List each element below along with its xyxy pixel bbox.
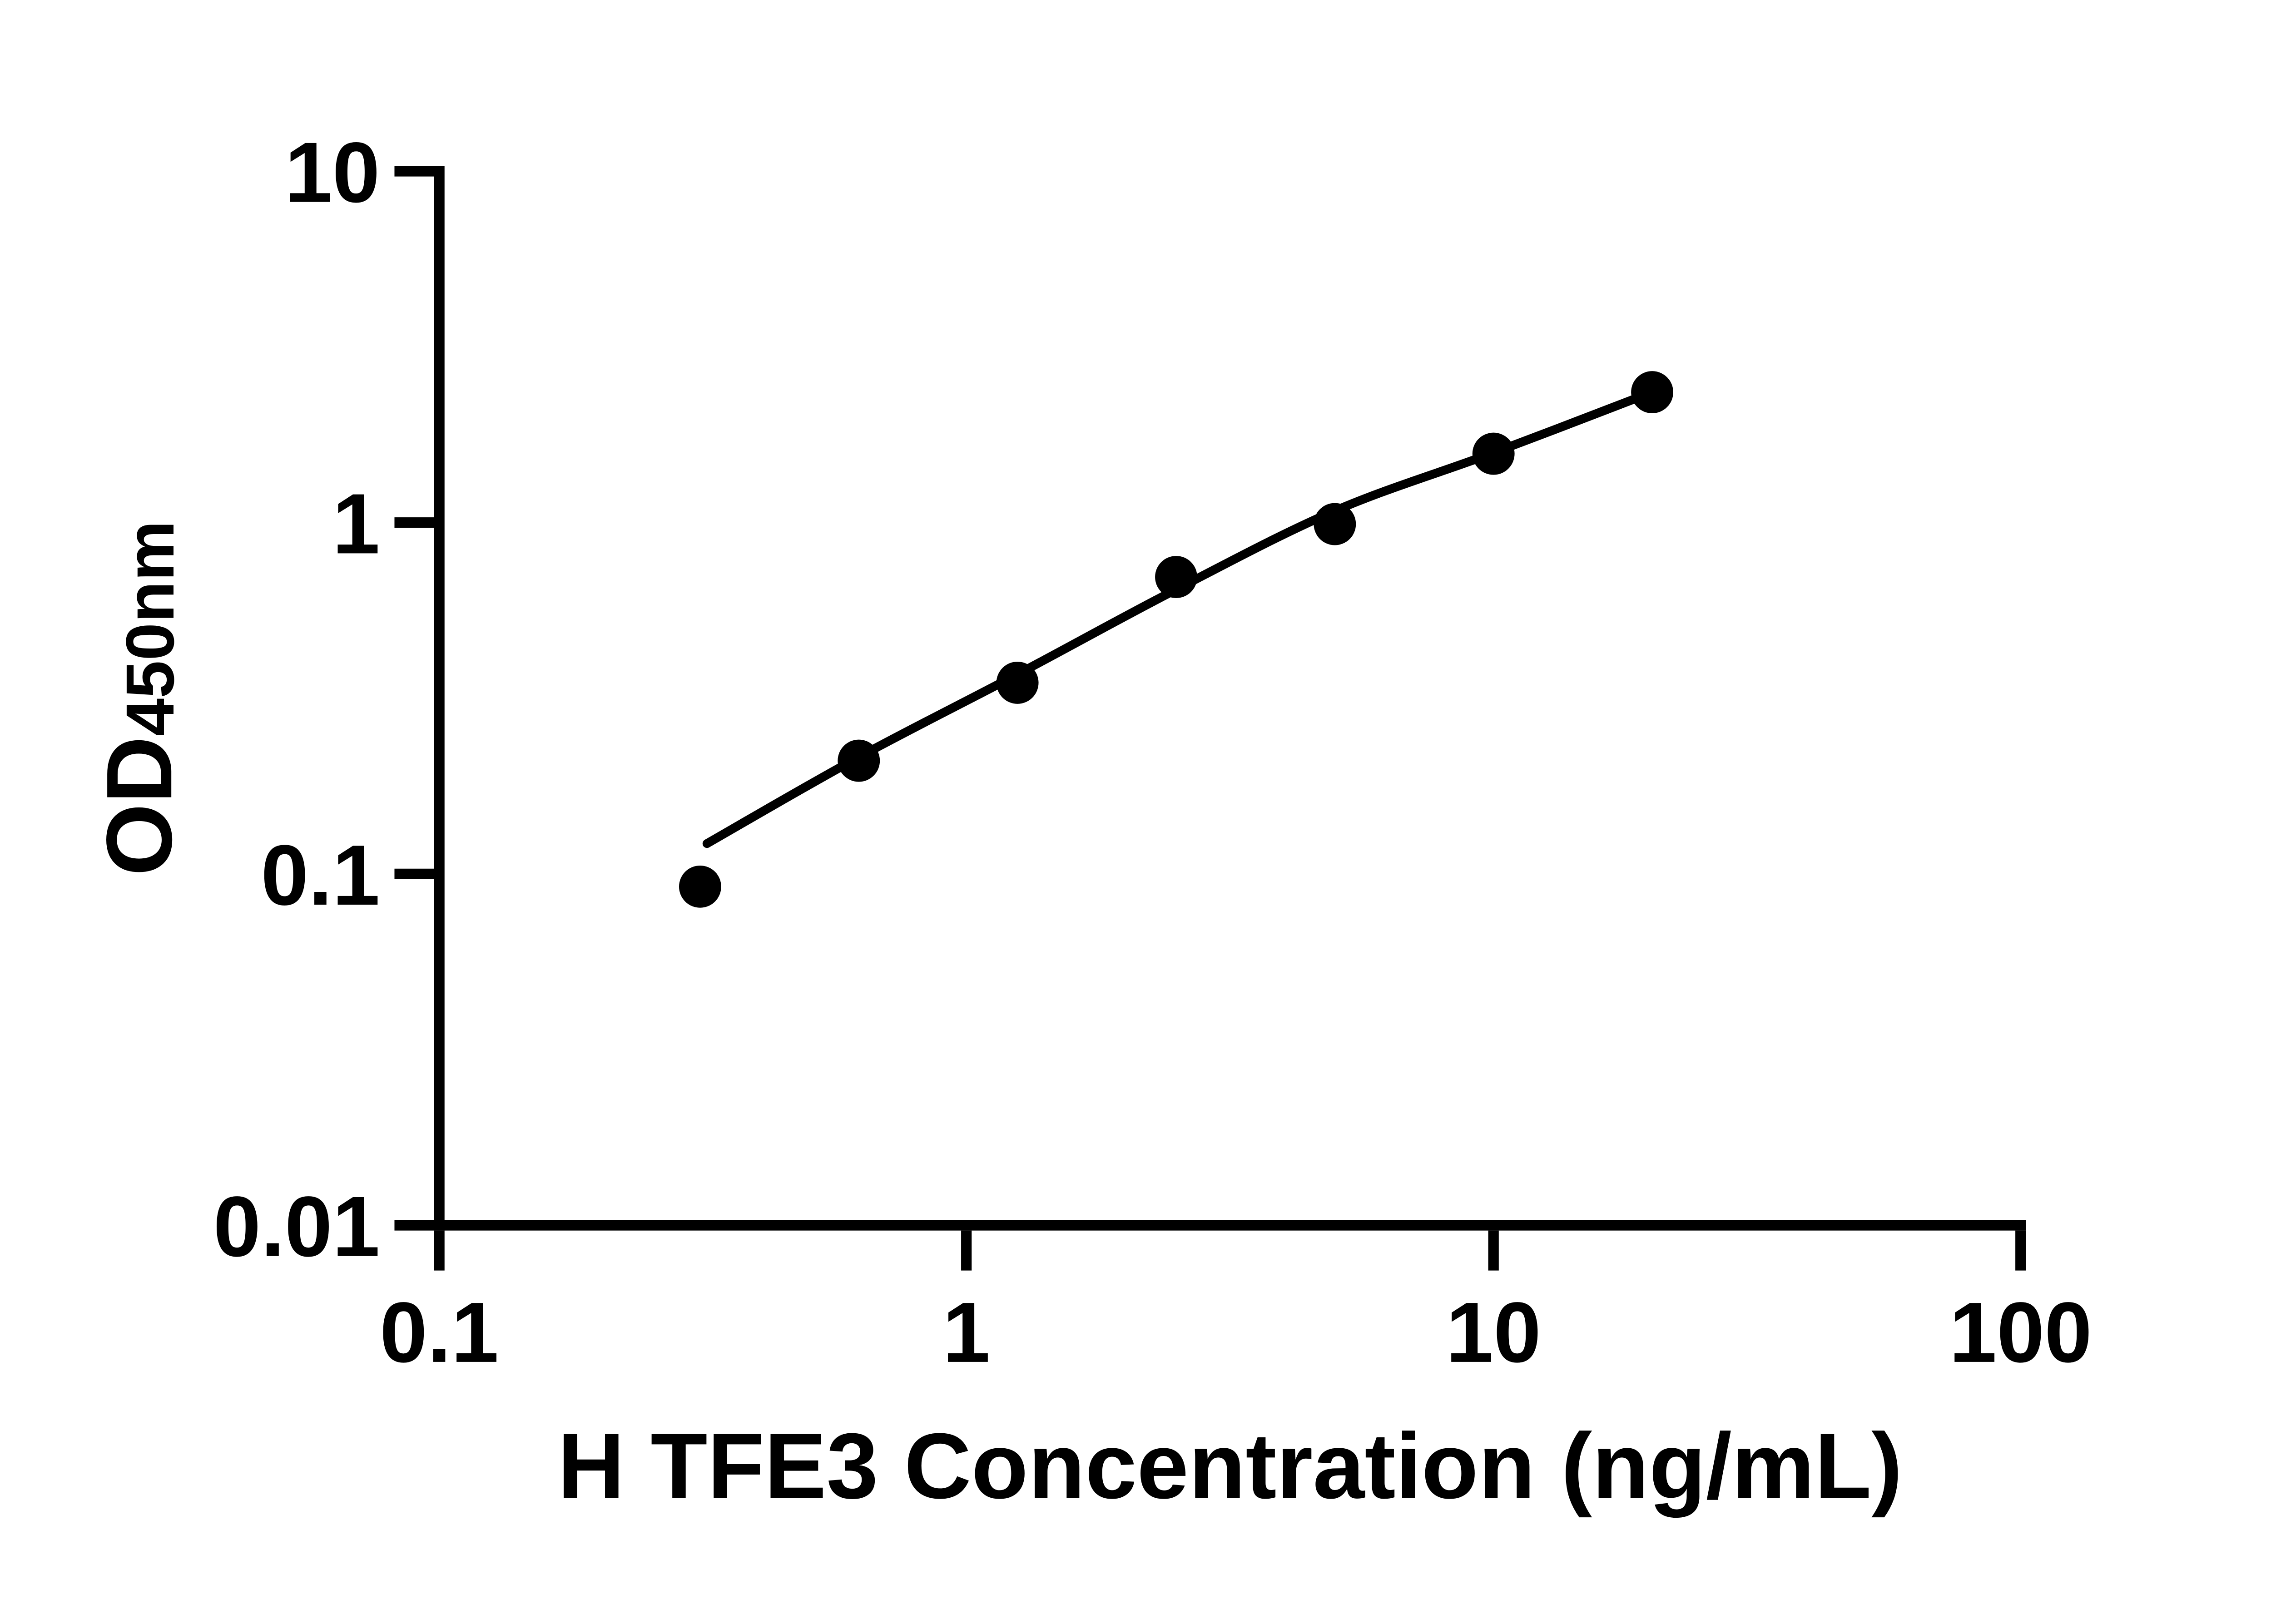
y-tick-label: 0.1 — [261, 827, 380, 923]
y-tick-label: 0.01 — [213, 1178, 380, 1274]
data-point-marker — [996, 661, 1039, 704]
y-axis-title-main: OD — [87, 736, 191, 876]
x-tick-label: 10 — [1446, 1284, 1541, 1380]
x-axis-title: H TFE3 Concentration (ng/mL) — [557, 1414, 1902, 1518]
x-tick-label: 0.1 — [380, 1284, 499, 1380]
y-axis-title-subscript: 450nm — [112, 520, 188, 736]
y-axis-title: OD450nm — [87, 520, 191, 876]
data-point-marker — [679, 865, 721, 908]
data-point-marker — [838, 739, 880, 782]
data-point-marker — [1472, 432, 1515, 475]
x-tick-label: 1 — [942, 1284, 990, 1380]
data-point-marker — [1155, 556, 1197, 598]
y-tick-label: 1 — [332, 475, 380, 571]
y-tick-label: 10 — [285, 124, 380, 220]
data-point-marker — [1314, 503, 1356, 545]
x-tick-label: 100 — [1949, 1284, 2092, 1380]
data-point-marker — [1631, 371, 1673, 413]
